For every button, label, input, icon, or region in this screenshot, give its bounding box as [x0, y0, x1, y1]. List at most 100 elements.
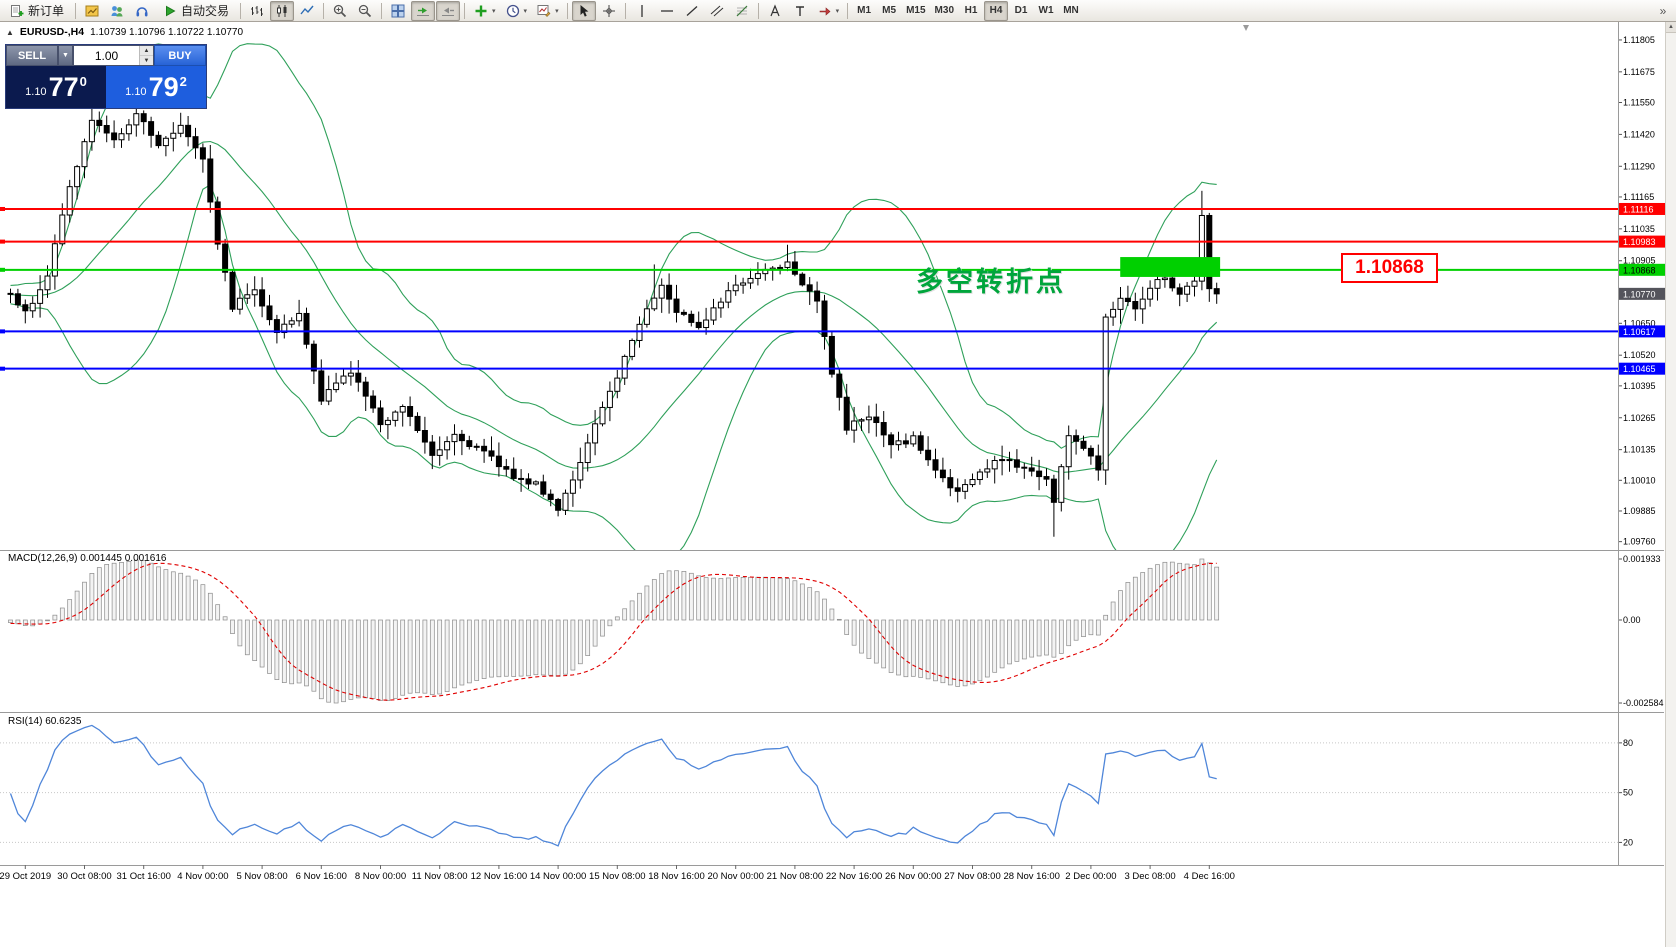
- timeframe-m5-button[interactable]: M5: [877, 1, 901, 21]
- chart-shift-icon: [442, 7, 455, 16]
- time-axis[interactable]: 29 Oct 2019 30 Oct 08:00 31 Oct 16:00 4 Nov…: [0, 865, 1235, 882]
- chevron-down-icon: ▾: [523, 7, 528, 15]
- volume-down-button[interactable]: ▼: [140, 56, 153, 65]
- macd-scale[interactable]: 0.001933 0.00 -0.002584: [1619, 554, 1664, 708]
- text-label-icon: [795, 5, 804, 16]
- svg-text:31 Oct 16:00: 31 Oct 16:00: [116, 871, 170, 882]
- svg-text:5 Nov 08:00: 5 Nov 08:00: [236, 871, 287, 882]
- svg-text:1.10010: 1.10010: [1623, 475, 1656, 485]
- templates-button[interactable]: ▾: [532, 1, 563, 21]
- svg-text:8 Nov 00:00: 8 Nov 00:00: [355, 871, 406, 882]
- indicators-button[interactable]: ▾: [469, 1, 500, 21]
- chart-shift-marker[interactable]: [1243, 25, 1249, 31]
- svg-text:14 Nov 00:00: 14 Nov 00:00: [530, 871, 587, 882]
- candlesticks: [7, 95, 1220, 537]
- autotrading-button[interactable]: 自动交易: [155, 1, 236, 21]
- candlestick-chart-icon: [277, 4, 287, 17]
- buy-price-sup: 2: [179, 73, 187, 89]
- buy-price[interactable]: 1.10 79 2: [106, 66, 206, 108]
- panel-separators[interactable]: [0, 22, 1664, 866]
- crosshair-button[interactable]: [597, 1, 621, 21]
- toolbar-separator: [240, 2, 242, 19]
- sell-price-small: 1.10: [25, 85, 47, 98]
- timeframe-d1-button[interactable]: D1: [1009, 1, 1033, 21]
- chart-title: ▲ EURUSD-,H4 1.10739 1.10796 1.10722 1.1…: [6, 26, 243, 38]
- horizontal-line-tool-button[interactable]: [655, 1, 679, 21]
- candlestick-chart-button[interactable]: [270, 0, 295, 21]
- timeframe-h4-button[interactable]: H4: [984, 0, 1008, 21]
- auto-scroll-button[interactable]: [411, 0, 436, 21]
- volume-stepper: ▲ ▼: [139, 46, 153, 65]
- fibonacci-tool-button[interactable]: [730, 1, 754, 21]
- horizontal-line-icon: [660, 9, 673, 12]
- svg-text:1.11805: 1.11805: [1623, 35, 1655, 45]
- market-watch-button[interactable]: [80, 1, 104, 21]
- new-order-label: 新订单: [28, 4, 65, 18]
- chart-ohlc-values: 1.10739 1.10796 1.10722 1.10770: [90, 26, 244, 38]
- timeframe-m15-button[interactable]: M15: [902, 1, 929, 21]
- svg-text:1.09760: 1.09760: [1623, 537, 1656, 547]
- timeframe-m30-button[interactable]: M30: [931, 1, 958, 21]
- scroll-up-icon[interactable]: ▲: [1666, 22, 1676, 33]
- timeframe-h1-button[interactable]: H1: [959, 1, 983, 21]
- chart-shift-button[interactable]: [436, 0, 461, 21]
- svg-text:20: 20: [1623, 837, 1633, 847]
- svg-text:20 Nov 00:00: 20 Nov 00:00: [707, 871, 764, 882]
- zoom-out-button[interactable]: [353, 1, 377, 21]
- tile-windows-button[interactable]: [386, 1, 410, 21]
- svg-text:1.10650: 1.10650: [1623, 318, 1656, 328]
- bar-chart-button[interactable]: [245, 1, 269, 21]
- volume-field: ▲ ▼: [73, 45, 154, 66]
- timeframe-w1-button[interactable]: W1: [1034, 1, 1058, 21]
- vertical-line-tool-button[interactable]: [630, 1, 654, 21]
- channel-tool-button[interactable]: [705, 1, 729, 21]
- svg-text:4 Nov 00:00: 4 Nov 00:00: [177, 871, 228, 882]
- periods-button[interactable]: ▾: [501, 1, 532, 21]
- arrow-shape-icon: [819, 6, 831, 16]
- price-callout[interactable]: 1.10868: [1341, 253, 1438, 283]
- annotation-text[interactable]: 多空转折点: [916, 267, 1066, 297]
- sell-price-sup: 0: [79, 73, 87, 89]
- svg-text:1.11035: 1.11035: [1623, 224, 1655, 234]
- buy-button[interactable]: BUY: [154, 45, 206, 66]
- timeframe-m1-button[interactable]: M1: [852, 1, 876, 21]
- text-tool-button[interactable]: [763, 1, 787, 21]
- zoom-in-button[interactable]: [328, 1, 352, 21]
- text-label-tool-button[interactable]: [788, 1, 812, 21]
- sell-button[interactable]: SELL: [6, 45, 58, 66]
- svg-text:1.10905: 1.10905: [1623, 256, 1656, 266]
- svg-text:18 Nov 16:00: 18 Nov 16:00: [648, 871, 705, 882]
- navigator-button[interactable]: [105, 1, 129, 21]
- toolbar-separator: [323, 2, 325, 19]
- svg-text:2 Dec 00:00: 2 Dec 00:00: [1065, 871, 1116, 882]
- one-click-toggle[interactable]: ▲: [6, 27, 14, 37]
- svg-text:1.11675: 1.11675: [1623, 67, 1655, 77]
- line-chart-button[interactable]: [295, 1, 319, 21]
- chevron-down-icon: ▾: [835, 7, 840, 15]
- auto-scroll-icon: [417, 7, 430, 16]
- new-order-button[interactable]: 新订单: [2, 1, 71, 21]
- trendline-tool-button[interactable]: [680, 1, 704, 21]
- highlight-rectangle[interactable]: [1120, 257, 1221, 277]
- order-type-dropdown[interactable]: ▼: [58, 45, 73, 66]
- price-scale[interactable]: 1.11805 1.11675 1.11550 1.11420 1.11290 1.111…: [1619, 35, 1665, 547]
- vertical-scrollbar[interactable]: ▲: [1665, 22, 1676, 947]
- timeframe-mn-button[interactable]: MN: [1059, 1, 1083, 21]
- volume-input[interactable]: [74, 46, 139, 65]
- volume-up-button[interactable]: ▲: [140, 46, 153, 56]
- svg-text:1.10520: 1.10520: [1623, 350, 1656, 360]
- horizontal-lines[interactable]: [0, 206, 1618, 371]
- indicators-icon: [475, 5, 487, 16]
- rsi-scale[interactable]: 80 50 20: [1619, 738, 1633, 848]
- cursor-button[interactable]: [571, 0, 596, 21]
- toolbar-overflow-button[interactable]: »: [1652, 1, 1674, 21]
- terminal-button[interactable]: [130, 1, 154, 21]
- toolbar-separator: [464, 2, 466, 19]
- svg-text:29 Oct 2019: 29 Oct 2019: [0, 871, 51, 882]
- line-chart-icon: [300, 5, 314, 14]
- sell-price[interactable]: 1.10 77 0: [6, 66, 106, 108]
- svg-text:1.11116: 1.11116: [1623, 204, 1654, 214]
- arrows-tool-button[interactable]: ▾: [813, 1, 844, 21]
- toolbar: 新订单 自动交易 ▾ ▾ ▾ ▾ M1 M5 M15 M30 H1 H4 D1 …: [0, 0, 1676, 22]
